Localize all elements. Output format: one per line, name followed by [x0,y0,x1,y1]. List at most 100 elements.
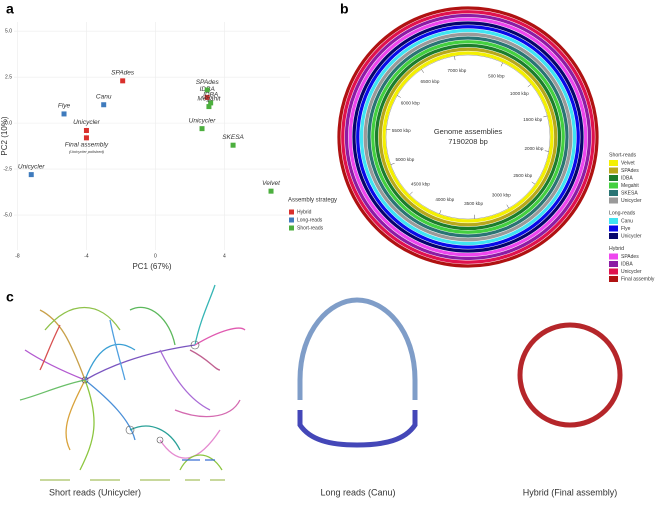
legend-group-title: Long-reads [609,210,636,216]
graph-label: Long reads (Canu) [320,487,395,497]
tick-mark [409,191,413,195]
point [83,135,89,141]
legend-label: Flye [621,226,631,232]
tick-mark [531,181,536,185]
legend-swatch [609,276,618,282]
legend-swatch [609,233,618,239]
assembly-ring [356,25,580,249]
tick-label: 1500 kbp [523,117,542,122]
tick-label: 3000 kbp [492,192,511,197]
legend-swatch [289,217,294,223]
x-axis-label: PC1 (67%) [132,262,171,271]
point-label: IDBA [203,92,218,99]
graph-label: Hybrid (Final assembly) [523,487,618,497]
ring-total: 7190208 bp [448,137,488,146]
point-label: Unicycler [189,117,217,124]
y-tick-label: -5.0 [3,212,12,218]
tick-label: 5500 kbp [392,128,411,133]
point [206,104,212,110]
point [199,126,205,132]
y-axis-label: PC2 (10%) [0,116,9,155]
legend-label: SPAdes [621,168,639,174]
legend-label: Long-reads [297,217,323,223]
assembly-ring [378,47,558,227]
assembly-ring [344,13,592,261]
point [101,102,107,108]
point-label: SPAdes [111,70,135,77]
point-label: Megahit [197,95,221,102]
tick-mark [500,62,503,67]
tick-mark [439,210,442,215]
point-label: Flye [58,103,71,110]
tick-mark [390,163,395,165]
legend-label: Velvet [621,160,635,166]
legend-swatch [609,197,618,204]
panel-label: c [6,289,14,305]
graph-label: Short reads (Unicycler) [49,487,141,497]
assembly-ring [374,43,562,231]
tick-mark [454,56,456,61]
y-tick-label: 0.0 [5,120,12,126]
legend-label: SPAdes [621,254,639,260]
point [28,172,34,178]
tick-mark [543,115,548,118]
panel-label: a [6,1,14,17]
point-label: Unicycler [18,163,46,170]
legend-group-title: Hybrid [609,246,624,252]
assembly-ring [341,10,595,264]
legend-swatch [609,261,618,267]
legend-label: Unicycler [621,233,642,239]
point [204,87,210,93]
point [208,100,214,106]
panel-label: b [340,1,349,17]
assembly-ring [352,21,584,253]
legend-label: Final assembly [621,276,655,282]
point-label: Canu [96,93,112,100]
x-tick-label: 4 [223,253,226,259]
x-tick-label: -4 [84,253,89,259]
assembly-ring [371,40,565,234]
legend-label: Unicycler [621,198,642,204]
tick-label: 3500 kbp [464,201,483,206]
x-tick-label: 0 [154,253,157,259]
legend-label: Unicycler [621,269,642,275]
legend-label: Canu [621,218,633,224]
legend-title: Assembly strategy [288,198,337,204]
tick-label: 2000 kbp [525,146,544,151]
tick-label: 500 kbp [488,74,505,79]
tick-mark [544,150,549,152]
tick-mark [506,204,509,209]
tick-mark [527,84,532,88]
point [230,142,236,148]
tick-label: 4500 kbp [411,181,430,186]
legend-swatch [609,182,618,189]
tick-mark [397,95,401,98]
point-label: Velvet [262,180,281,187]
long-read-graph [297,297,418,448]
point [61,111,67,117]
legend-label: Short-reads [297,225,324,231]
tick-mark [421,69,424,73]
y-tick-label: 5.0 [5,29,12,35]
y-tick-label: -2.5 [3,166,12,172]
assembly-ring [367,36,569,238]
point-label: Unicycler [73,119,101,126]
legend-swatch [609,175,618,181]
ring-title: Genome assemblies [434,127,503,136]
annotation: (Unicycler polished) [69,149,105,154]
assembly-ring [363,32,573,242]
tick-label: 2500 kbp [513,173,532,178]
tick-label: 1000 kbp [510,91,529,96]
tick-label: 6500 kbp [421,79,440,84]
plot-area [14,22,290,250]
legend-group-title: Short-reads [609,152,637,158]
tick-label: 4000 kbp [435,197,454,202]
point [120,78,126,84]
assembly-ring [337,6,599,268]
hybrid-graph [517,322,623,428]
point [268,188,274,194]
assembly-ring [382,51,554,223]
legend-swatch [609,218,618,224]
legend-label: IDBA [621,175,633,181]
